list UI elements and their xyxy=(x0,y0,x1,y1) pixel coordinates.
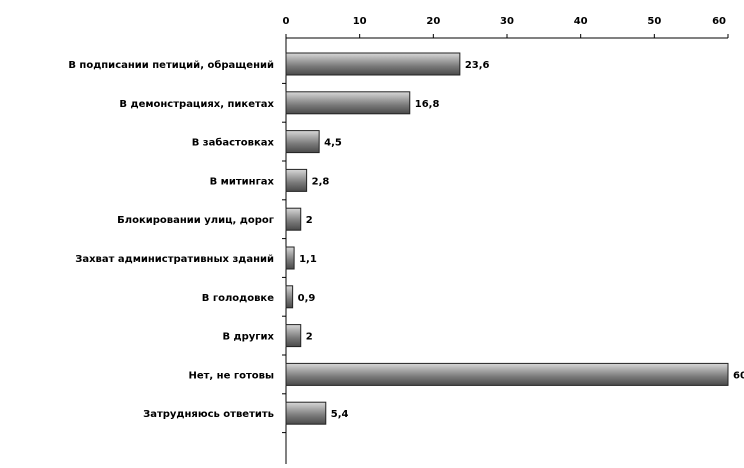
axis-layer: 0 10 20 30 40 50 60 xyxy=(282,16,729,464)
category-label: Затрудняюсь ответить xyxy=(143,409,274,420)
label-layer: В подписании петиций, обращений 23,6 В дем… xyxy=(68,59,744,420)
data-label: 5,4 xyxy=(331,409,349,420)
data-label: 2 xyxy=(306,332,313,343)
data-label: 2,8 xyxy=(312,176,330,187)
bar xyxy=(285,207,302,231)
data-label: 0,9 xyxy=(298,293,316,304)
x-tick-label: 30 xyxy=(500,16,514,27)
bar-layer xyxy=(285,52,729,425)
category-label: В забастовках xyxy=(192,137,275,149)
category-label: Нет, не готовы xyxy=(188,370,274,381)
x-tick-label: 0 xyxy=(283,16,290,27)
bar xyxy=(285,324,302,348)
bar xyxy=(285,130,320,154)
data-label: 23,6 xyxy=(465,60,490,71)
x-tick-label: 10 xyxy=(353,16,367,27)
data-label: 16,8 xyxy=(415,99,440,110)
x-tick-label: 40 xyxy=(574,16,588,27)
data-label: 60 xyxy=(733,370,744,381)
x-tick-label: 20 xyxy=(426,16,440,27)
category-label: Захват административных зданий xyxy=(75,254,274,265)
bar xyxy=(285,246,295,270)
x-tick-label: 60 xyxy=(712,16,726,27)
bar xyxy=(285,91,411,115)
bar xyxy=(285,362,729,386)
bar xyxy=(285,401,327,425)
bar xyxy=(285,168,308,192)
category-label: В митингах xyxy=(210,176,275,187)
category-label: В подписании петиций, обращений xyxy=(68,59,274,71)
category-label: В других xyxy=(222,332,274,343)
category-label: Блокировании улиц, дорог xyxy=(117,215,274,226)
data-label: 4,5 xyxy=(324,138,342,149)
bar xyxy=(285,52,461,76)
x-tick-label: 50 xyxy=(647,16,661,27)
data-label: 1,1 xyxy=(299,254,317,265)
data-label: 2 xyxy=(306,215,313,226)
category-label: В голодовке xyxy=(202,293,274,304)
category-label: В демонстрациях, пикетах xyxy=(119,99,274,110)
bar xyxy=(285,285,294,309)
